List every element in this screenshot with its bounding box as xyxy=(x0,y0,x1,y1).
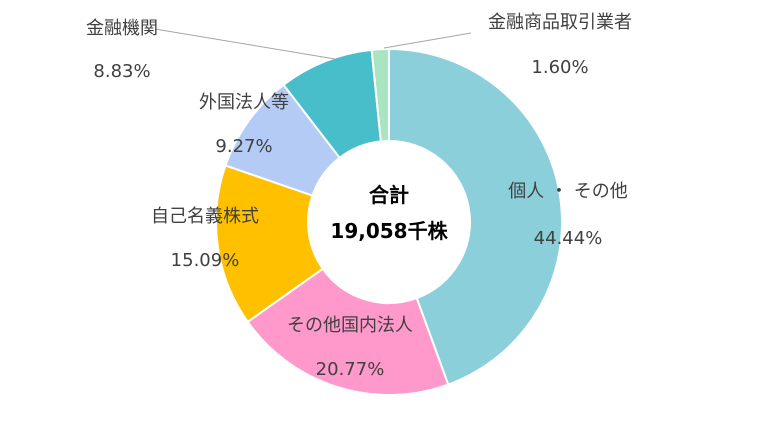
slice-label-6: 金融商品取引業者 xyxy=(488,12,632,33)
donut-hole xyxy=(309,142,469,302)
slice-value-1: 44.44% xyxy=(534,228,603,249)
leader-line-5 xyxy=(154,28,336,60)
slice-value-3: 15.09% xyxy=(171,250,240,271)
slice-label-2: その他国内法人 xyxy=(287,315,413,336)
slice-label-4: 外国法人等 xyxy=(199,92,289,113)
center-title: 合計 xyxy=(369,183,409,207)
slice-1 xyxy=(388,47,563,386)
leader-line-6 xyxy=(383,32,472,49)
slice-label-5: 金融機関 xyxy=(86,18,158,39)
donut-slices xyxy=(215,47,563,396)
center-total: 19,058千株 xyxy=(330,219,448,243)
slice-value-6: 1.60% xyxy=(531,57,588,78)
slice-labels: 個人 ・ その他 44.44% その他国内法人 20.77% 自己名義株式 15.09% 外… xyxy=(86,12,632,380)
slice-label-3: 自己名義株式 xyxy=(151,206,259,227)
slice-value-2: 20.77% xyxy=(316,359,385,380)
slice-value-4: 9.27% xyxy=(215,136,272,157)
slice-label-1: 個人 ・ その他 xyxy=(508,181,627,202)
slice-2 xyxy=(246,267,450,396)
slice-value-5: 8.83% xyxy=(93,61,150,82)
slice-6 xyxy=(370,47,390,143)
leader-lines xyxy=(154,28,472,60)
